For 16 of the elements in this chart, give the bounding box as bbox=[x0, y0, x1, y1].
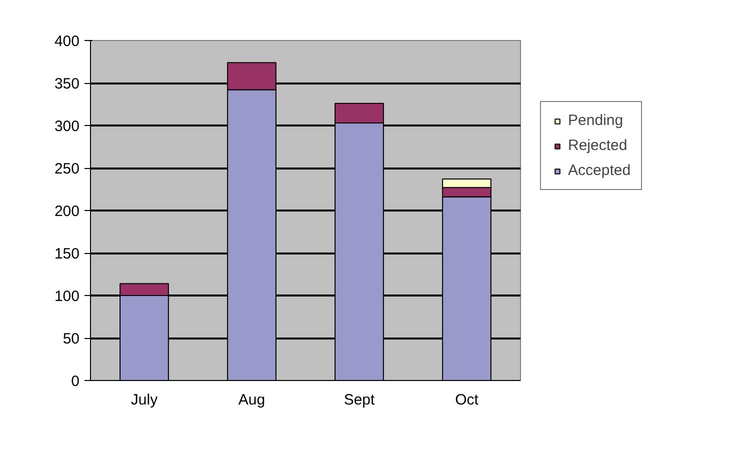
y-tick-label: 150 bbox=[54, 246, 80, 262]
x-tick-label: Aug bbox=[238, 392, 266, 408]
x-tick-label: Sept bbox=[344, 392, 376, 408]
y-tick-label: 200 bbox=[54, 203, 80, 220]
legend-label: Accepted bbox=[568, 162, 631, 179]
legend-label: Pending bbox=[568, 112, 624, 129]
y-tick-label: 100 bbox=[54, 288, 80, 305]
legend-label: Rejected bbox=[568, 137, 628, 154]
x-tick-label: Oct bbox=[455, 392, 480, 408]
x-tick-label: July bbox=[130, 392, 158, 408]
y-tick-label: 350 bbox=[54, 76, 80, 92]
y-tick-label: 50 bbox=[62, 330, 80, 348]
y-tick-label: 0 bbox=[71, 373, 80, 390]
y-tick-label: 400 bbox=[54, 33, 80, 50]
y-tick-label: 250 bbox=[54, 160, 80, 178]
y-tick-label: 300 bbox=[54, 118, 80, 135]
